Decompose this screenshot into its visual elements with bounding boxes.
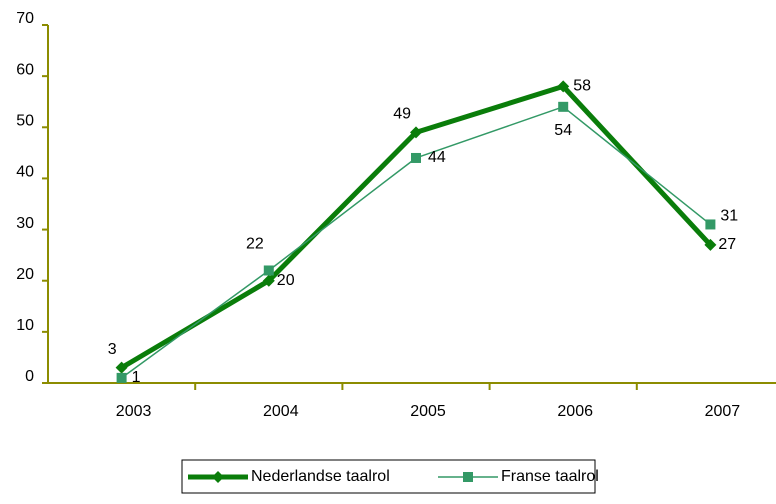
y-tick-label: 40: [16, 164, 34, 181]
data-label: 31: [720, 208, 738, 225]
data-label: 44: [428, 149, 446, 166]
marker-square: [463, 472, 473, 482]
legend-box: [181, 459, 596, 494]
data-label: 27: [718, 236, 736, 253]
y-tick-label: 70: [16, 10, 34, 27]
marker-diamond: [115, 361, 128, 374]
x-tick-label: 2007: [705, 403, 741, 420]
marker-diamond: [262, 274, 275, 287]
data-label: 58: [573, 78, 591, 95]
data-label: 3: [108, 341, 117, 358]
data-label: 49: [393, 106, 411, 123]
marker-diamond: [410, 126, 422, 139]
marker-diamond: [212, 471, 224, 483]
data-label: 20: [277, 272, 295, 289]
x-tick-label: 2003: [116, 403, 152, 420]
data-label: 22: [246, 236, 264, 253]
marker-square: [705, 219, 716, 230]
data-label: 1: [132, 369, 141, 386]
legend-label: Franse taalrol: [501, 468, 599, 485]
marker-square: [263, 265, 274, 276]
marker-square: [558, 101, 569, 112]
y-tick-label: 20: [16, 266, 34, 283]
marker-square: [411, 152, 421, 163]
x-tick-label: 2004: [263, 403, 299, 420]
marker-square: [116, 372, 127, 383]
y-tick-label: 60: [16, 61, 34, 78]
x-tick-label: 2005: [410, 403, 446, 420]
y-tick-label: 0: [25, 368, 34, 385]
y-tick-label: 50: [16, 113, 34, 130]
x-tick-label: 2006: [557, 403, 593, 420]
legend-label: Nederlandse taalrol: [251, 468, 390, 485]
data-label: 54: [554, 122, 572, 139]
y-tick-label: 30: [16, 215, 34, 232]
marker-diamond: [704, 238, 717, 251]
marker-diamond: [557, 80, 570, 93]
y-tick-label: 10: [16, 317, 34, 334]
